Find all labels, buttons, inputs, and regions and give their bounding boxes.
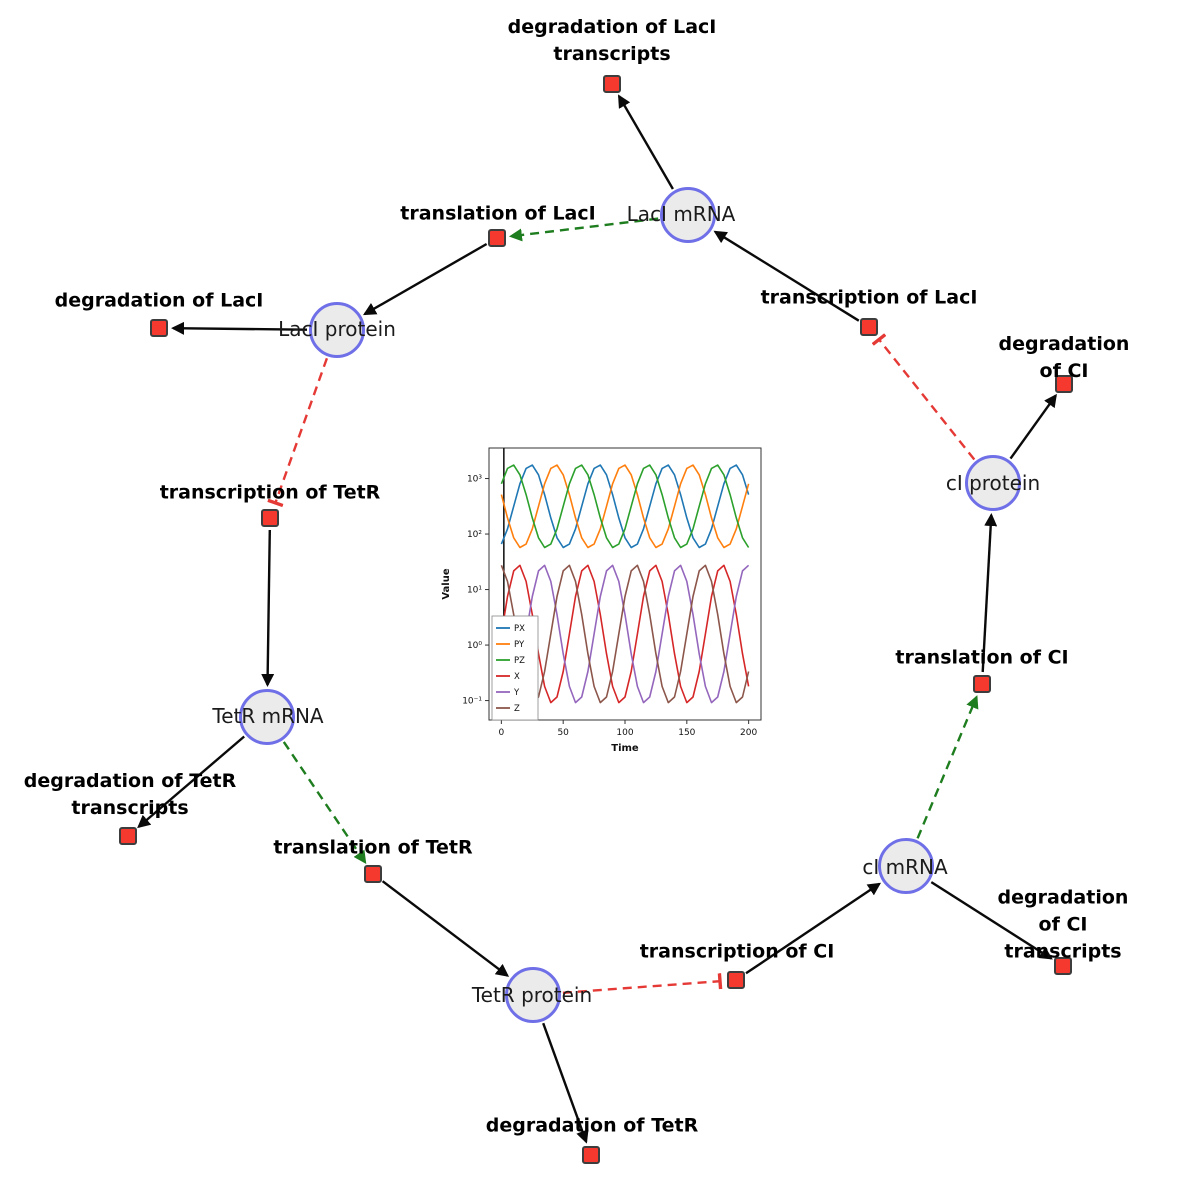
species-label-tetr-protein: TetR protein xyxy=(471,982,593,1007)
edge-tetr-mrna-to-deg-tetr-transcripts xyxy=(137,735,245,829)
reaction-label-translation-ci: translation of CI xyxy=(895,646,1069,669)
legend-label-Z: Z xyxy=(514,704,520,714)
species-label-tetr-mrna: TetR mRNA xyxy=(212,703,324,728)
legend-box xyxy=(491,615,539,721)
legend-label-PZ: PZ xyxy=(514,656,525,666)
edge-translation-tetr-to-tetr-protein xyxy=(381,880,510,977)
reaction-label-deg-tetr: degradation of TetR xyxy=(485,1114,699,1137)
x-tick-label: 100 xyxy=(616,728,633,738)
reaction-node-translation-ci xyxy=(973,675,991,693)
reaction-node-translation-tetr xyxy=(364,865,382,883)
edge-transcription-laci-to-laci-mrna xyxy=(713,230,860,322)
reaction-label-transcription-ci: transcription of CI xyxy=(639,940,835,963)
simulation-inset-chart: 10⁻¹ 10⁰ 10¹ 10² 10³ 0 50 100 150 200 PX PY PZ X Y Z Tim… xyxy=(437,436,782,772)
species-label-ci-mrna: cI mRNA xyxy=(862,854,948,879)
simulation-plot: 10⁻¹ 10⁰ 10¹ 10² 10³ 0 50 100 150 200 PX PY PZ XYZ Tim… xyxy=(441,447,762,754)
reaction-label-deg-tetr-transcripts: degradation of TetR transcripts xyxy=(23,770,237,819)
reaction-node-transcription-ci xyxy=(727,971,745,989)
species-label-ci-protein: cI protein xyxy=(945,470,1041,495)
edge-laci-protein-to-deg-laci xyxy=(171,321,308,335)
reaction-node-deg-ci xyxy=(1055,375,1073,393)
species-label-laci-mrna: LacI mRNA xyxy=(626,201,736,226)
edge-modifier-tetr-mrna-to-translation-tetr xyxy=(282,741,367,865)
y-tick-label: 10⁻¹ xyxy=(462,697,482,707)
reaction-label-deg-laci: degradation of LacI xyxy=(54,289,264,312)
series-line-X xyxy=(500,564,750,704)
edge-transcription-ci-to-ci-mrna xyxy=(745,882,882,975)
series-line-PY xyxy=(500,464,750,549)
reaction-label-transcription-tetr: transcription of TetR xyxy=(159,481,381,504)
species-node-laci-mrna xyxy=(660,187,716,243)
x-tick-label: 200 xyxy=(740,728,757,738)
edge-inhibition-laci-protein-to-transcription-tetr xyxy=(267,357,329,508)
reaction-node-deg-ci-transcripts xyxy=(1054,957,1072,975)
reaction-node-deg-tetr xyxy=(582,1146,600,1164)
series-line-Y xyxy=(500,564,750,704)
reaction-label-transcription-laci: transcription of LacI xyxy=(760,286,978,309)
reaction-node-transcription-tetr xyxy=(261,509,279,527)
edge-ci-protein-to-deg-ci xyxy=(1009,393,1057,460)
reaction-node-translation-laci xyxy=(488,229,506,247)
y-tick-label: 10³ xyxy=(467,475,482,485)
edge-inhibition-tetr-protein-to-transcription-ci xyxy=(562,973,723,994)
reaction-label-deg-ci: degradation of CI xyxy=(998,333,1130,382)
y-tick-label: 10² xyxy=(467,530,482,540)
species-node-ci-protein xyxy=(965,455,1021,511)
edge-translation-ci-to-ci-protein xyxy=(981,513,998,673)
edge-laci-mrna-to-deg-laci-transcripts xyxy=(617,94,674,190)
species-node-ci-mrna xyxy=(878,838,934,894)
reaction-node-deg-laci-transcripts xyxy=(603,75,621,93)
x-axis-label: Time xyxy=(611,743,639,754)
reaction-label-translation-laci: translation of LacI xyxy=(400,202,596,225)
edge-tetr-protein-to-deg-tetr xyxy=(542,1022,589,1144)
reaction-label-translation-tetr: translation of TetR xyxy=(273,836,473,859)
edge-translation-laci-to-laci-protein xyxy=(363,242,488,316)
reaction-node-deg-tetr-transcripts xyxy=(119,827,137,845)
species-label-laci-protein: LacI protein xyxy=(278,316,396,341)
y-axis-label: Value xyxy=(441,568,452,599)
edge-modifier-ci-mrna-to-translation-ci xyxy=(916,695,979,839)
species-node-tetr-protein xyxy=(505,967,561,1023)
x-tick-label: 50 xyxy=(557,728,569,738)
species-node-laci-protein xyxy=(309,302,365,358)
reaction-node-deg-laci xyxy=(150,319,168,337)
reaction-label-deg-ci-transcripts: degradation of CI transcripts xyxy=(997,886,1129,963)
x-tick-label: 150 xyxy=(678,728,695,738)
x-tick-label: 0 xyxy=(498,728,504,738)
edge-modifier-laci-mrna-to-translation-laci xyxy=(508,217,659,242)
series-line-PX xyxy=(500,464,750,549)
legend-label-PX: PX xyxy=(514,624,525,634)
series-line-Z xyxy=(500,564,750,704)
reaction-node-transcription-laci xyxy=(860,318,878,336)
series-line-PZ xyxy=(500,464,750,549)
edge-inhibition-ci-protein-to-transcription-laci xyxy=(871,333,976,461)
reaction-label-deg-laci-transcripts: degradation of LacI transcripts xyxy=(507,16,717,65)
edge-transcription-tetr-to-tetr-mrna xyxy=(261,529,275,687)
legend-label-X: X xyxy=(514,672,520,682)
legend-label-Y: Y xyxy=(513,688,520,698)
legend-label-PY: PY xyxy=(514,640,525,650)
y-tick-label: 10¹ xyxy=(467,586,482,596)
edge-ci-mrna-to-deg-ci-transcripts xyxy=(930,881,1053,960)
species-node-tetr-mrna xyxy=(239,689,295,745)
y-tick-label: 10⁰ xyxy=(467,641,482,651)
